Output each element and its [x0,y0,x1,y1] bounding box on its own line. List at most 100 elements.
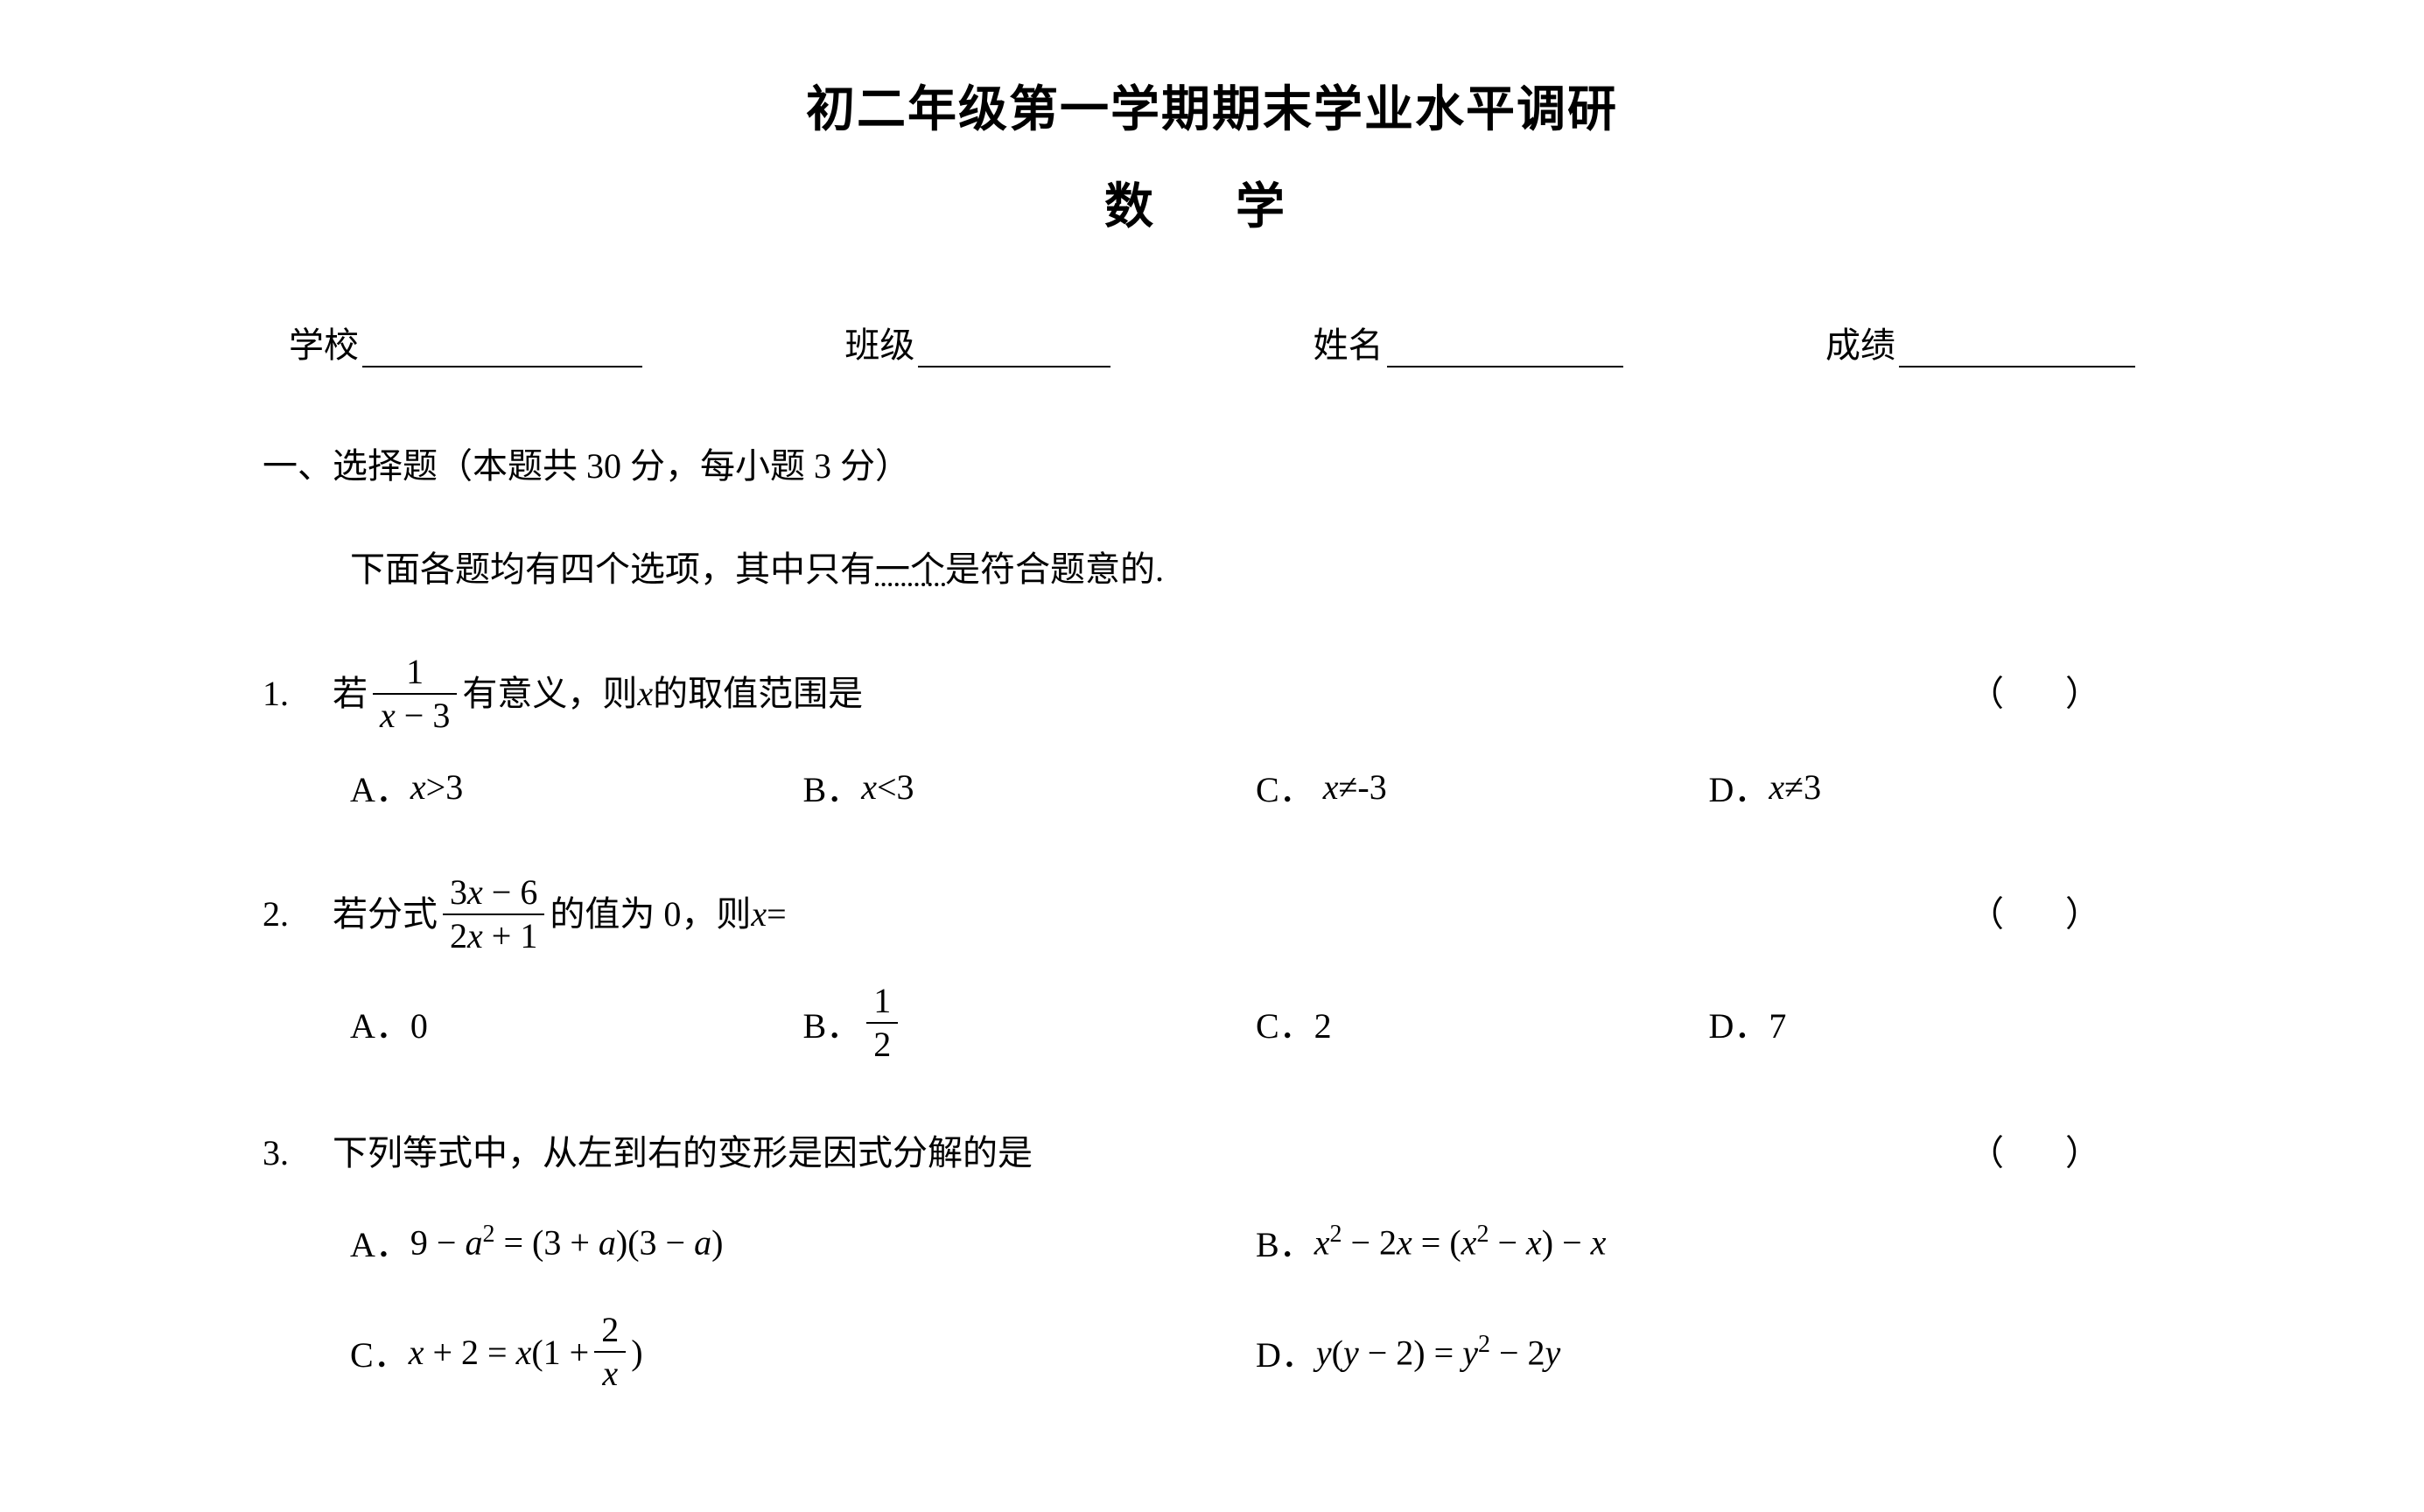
q1-fraction: 1 x − 3 [373,653,457,735]
class-label: 班级 [844,317,914,368]
q2-option-c[interactable]: C．2 [1256,982,1709,1064]
q1-optB-rest: <3 [877,766,914,808]
q2-mid: 的值为 0，则 [550,886,751,942]
question-3: 3. 下列等式中，从左到右的变形是因式分解的是 （ ） A． 9 − a2 = … [263,1125,2161,1393]
q1-post: 有意义，则 [462,666,637,722]
exam-subject: 数 学 [263,167,2161,238]
q2-optB-num: 1 [866,982,898,1020]
q1-optD-x: x [1769,766,1784,808]
q2-frac-den-x: x [467,916,483,956]
q2-body: 若分式 3x − 6 2x + 1 的值为 0，则 x= [333,873,1969,956]
q2-optB-den: 2 [866,1026,898,1064]
q1-frac-num: 1 [399,653,431,691]
q2-mid-x: x [751,886,767,942]
q2-option-d[interactable]: D．7 [1709,982,2162,1064]
q1-pre: 若 [333,666,368,722]
q1-body: 若 1 x − 3 有意义，则 x 的取值范围是 [333,653,1969,735]
question-2: 2. 若分式 3x − 6 2x + 1 的值为 0，则 x= （ ） A．0 … [263,873,2161,1064]
q3-option-c[interactable]: C． x + 2 = x(1 + 2 x ) [350,1311,1256,1393]
q3-optC-label: C． [350,1326,409,1377]
question-3-stem: 3. 下列等式中，从左到右的变形是因式分解的是 （ ） [263,1125,2161,1181]
section-1-note: 下面各题均有四个选项，其中只有一个是符合题意的. [350,541,2161,592]
q3-optC-math: x + 2 = x(1 + [409,1332,590,1373]
q1-optA-label: A． [350,761,410,812]
q1-options: A．x>3 B．x<3 C． x≠-3 D．x≠3 [350,761,2161,812]
q1-optC-x: x [1323,766,1339,808]
q1-post2: 的取值范围是 [653,666,863,722]
q2-frac-den: 2x + 1 [443,917,544,956]
q3-answer-paren[interactable]: （ ） [1969,1125,2161,1181]
student-info-row: 学校 班级 姓名 成绩 [263,317,2161,368]
question-2-stem: 2. 若分式 3x − 6 2x + 1 的值为 0，则 x= （ ） [263,873,2161,956]
q1-post-x: x [637,666,653,722]
q2-frac-den-pre: 2 [450,916,467,956]
q2-frac-line [443,914,544,915]
q3-text: 下列等式中，从左到右的变形是因式分解的是 [333,1125,1033,1181]
q3-optC-frac-den: x [595,1354,625,1393]
q3-optA-math: 9 − a2 = (3 + a)(3 − a) [410,1221,724,1263]
q2-mid2: = [767,886,787,942]
school-field: 学校 [289,317,642,368]
name-label: 姓名 [1314,317,1384,368]
q1-optA-rest: >3 [426,766,464,808]
note-post: 是符合题意的. [945,550,1164,589]
q2-optB-frac-line [866,1022,898,1024]
q2-optB-fraction: 1 2 [866,982,898,1064]
q3-optD-math: y(y − 2) = y2 − 2y [1316,1331,1560,1373]
q2-number: 2. [263,886,333,942]
q1-frac-line [373,693,457,695]
q1-frac-den-rest: − 3 [396,696,451,735]
q2-option-a[interactable]: A．0 [350,982,803,1064]
q2-answer-paren[interactable]: （ ） [1969,886,2161,942]
q3-optC-fraction: 2 x [594,1311,626,1393]
q3-body: 下列等式中，从左到右的变形是因式分解的是 [333,1125,1969,1181]
q2-frac-num-post: − 6 [483,872,538,912]
q3-optC-post: ) [631,1332,642,1373]
q3-optD-label: D． [1256,1326,1316,1377]
score-blank[interactable] [1899,332,2135,368]
q3-options-row1: A． 9 − a2 = (3 + a)(3 − a) B． x2 − 2x = … [350,1216,2161,1267]
q1-optA-x: x [410,766,426,808]
q1-answer-paren[interactable]: （ ） [1969,666,2161,722]
q2-options: A．0 B． 1 2 C．2 D．7 [350,982,2161,1064]
q1-option-c[interactable]: C． x≠-3 [1256,761,1709,812]
question-1: 1. 若 1 x − 3 有意义，则 x 的取值范围是 （ ） A．x>3 B．… [263,653,2161,812]
q3-optB-label: B． [1256,1216,1314,1267]
q2-frac-num-pre: 3 [450,872,467,912]
score-label: 成绩 [1825,317,1895,368]
class-blank[interactable] [918,332,1110,368]
q1-optB-label: B． [803,761,862,812]
q3-option-a[interactable]: A． 9 − a2 = (3 + a)(3 − a) [350,1216,1256,1267]
q3-option-d[interactable]: D． y(y − 2) = y2 − 2y [1256,1311,2161,1393]
q1-frac-den: x − 3 [373,696,457,735]
q2-frac-den-post: + 1 [483,916,538,956]
q1-optC-rest: ≠-3 [1338,766,1386,808]
q2-frac-num-x: x [467,872,483,912]
q3-options-row2: C． x + 2 = x(1 + 2 x ) D． y(y − 2) = y2 … [350,1311,2161,1393]
school-blank[interactable] [362,332,642,368]
q2-option-b[interactable]: B． 1 2 [803,982,1257,1064]
exam-title: 初二年级第一学期期末学业水平调研 [263,70,2161,141]
q2-frac-num: 3x − 6 [443,873,544,912]
q1-option-b[interactable]: B．x<3 [803,761,1257,812]
name-blank[interactable] [1387,332,1623,368]
school-label: 学校 [289,317,359,368]
note-dotted: 一个 [875,550,945,589]
q1-optD-rest: ≠3 [1784,766,1821,808]
q1-option-a[interactable]: A．x>3 [350,761,803,812]
q3-option-b[interactable]: B． x2 − 2x = (x2 − x) − x [1256,1216,2161,1267]
q1-option-d[interactable]: D．x≠3 [1709,761,2162,812]
q2-optB-label: B． [803,998,862,1048]
q2-pre: 若分式 [333,886,438,942]
q1-frac-den-x: x [380,696,396,735]
class-field: 班级 [844,317,1110,368]
q3-optC-frac-line [594,1351,626,1353]
q3-optA-label: A． [350,1216,410,1267]
q1-optD-label: D． [1709,761,1769,812]
q2-fraction: 3x − 6 2x + 1 [443,873,544,956]
section-1-header: 一、选择题（本题共 30 分，每小题 3 分） [263,438,2161,488]
question-1-stem: 1. 若 1 x − 3 有意义，则 x 的取值范围是 （ ） [263,653,2161,735]
note-pre: 下面各题均有四个选项，其中只有 [350,550,875,589]
q3-optC-frac-num: 2 [594,1311,626,1349]
q3-number: 3. [263,1125,333,1181]
